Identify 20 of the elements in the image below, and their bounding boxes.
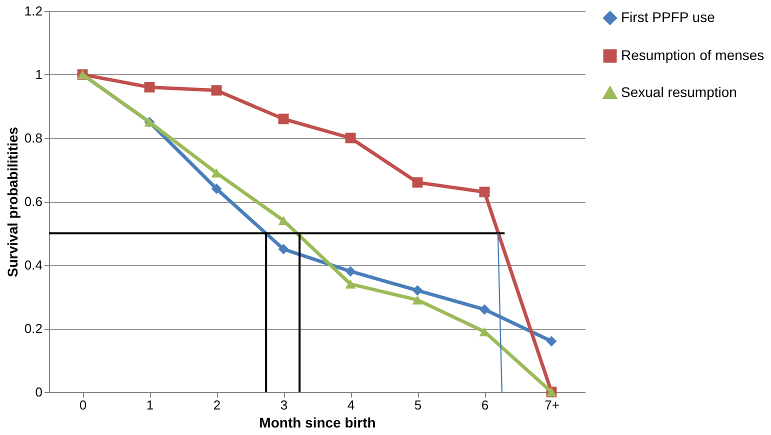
y-tick-label: 0.4 <box>24 258 42 272</box>
y-tick-label: 1 <box>35 67 42 82</box>
legend-label: First PPFP use <box>621 9 716 25</box>
x-tick-label: 3 <box>280 398 288 412</box>
x-tick-label: 6 <box>481 398 489 412</box>
x-axis-title: Month since birth <box>259 414 376 430</box>
y-tick-label: 0.6 <box>24 194 42 209</box>
y-tick-label: 0.2 <box>24 321 42 336</box>
legend-label: Sexual resumption <box>621 84 737 100</box>
x-tick-label: 0 <box>79 398 87 412</box>
y-tick-label: 0 <box>35 384 42 400</box>
y-tick-label: 1.2 <box>24 4 42 18</box>
x-tick-label: 4 <box>347 398 355 412</box>
x-tick-label: 2 <box>213 398 221 412</box>
x-tick-label: 1 <box>146 398 154 412</box>
legend-label: Resumption of menses <box>621 47 764 63</box>
x-tick-label: 5 <box>414 398 422 412</box>
y-axis-title: Survival probabilitities <box>4 126 20 278</box>
y-tick-label: 0.8 <box>24 130 42 146</box>
x-tick-label: 7+ <box>544 398 560 412</box>
